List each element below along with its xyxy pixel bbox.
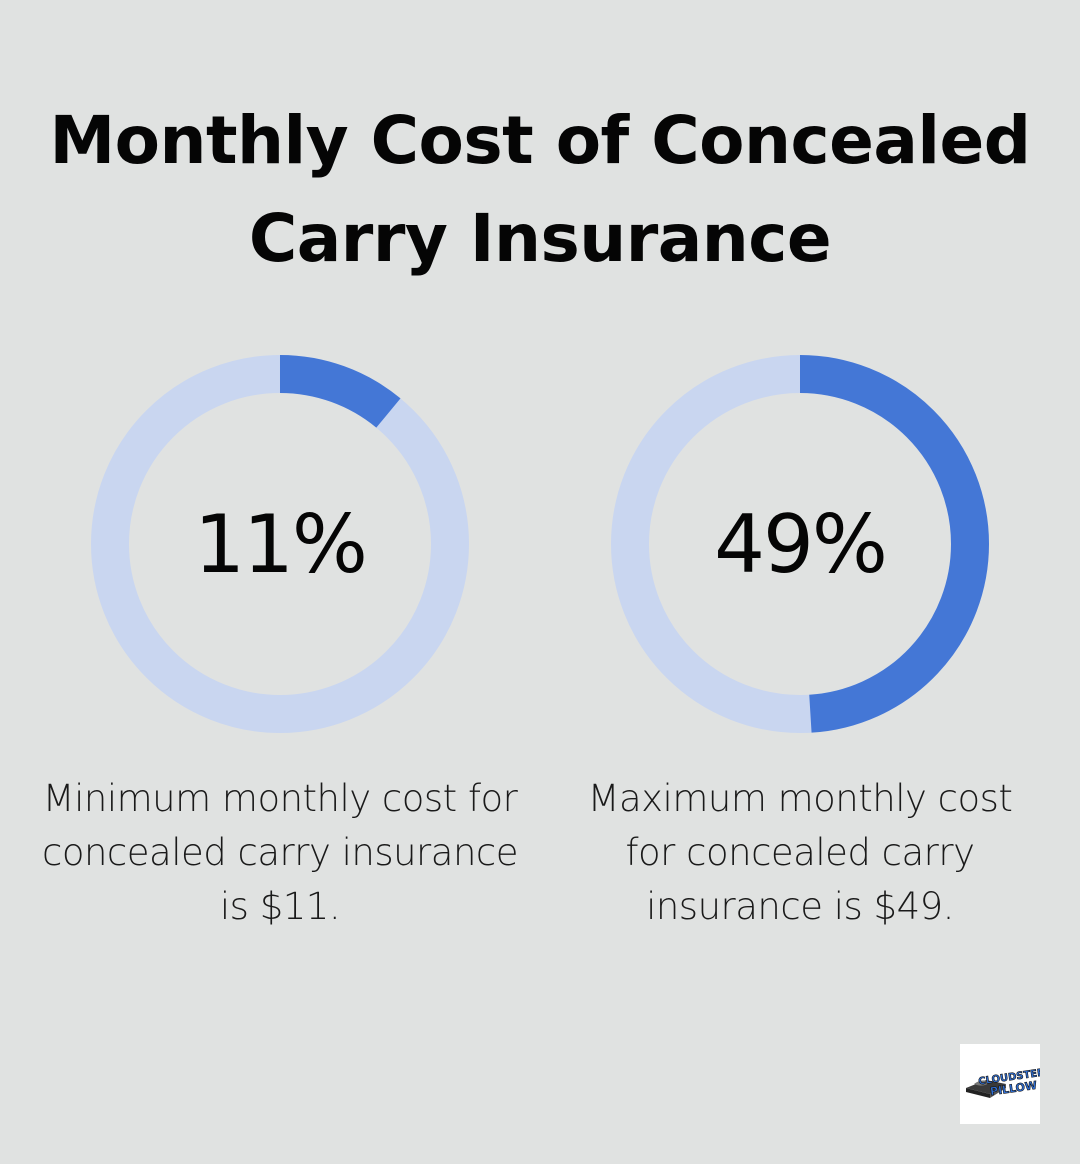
caption-line: is $11.	[219, 885, 341, 928]
donut-svg-maximum	[611, 355, 989, 733]
donut-value-label: 11%	[194, 497, 368, 591]
caption-minimum: Minimum monthly cost for concealed carry…	[30, 772, 530, 934]
donut-chart-minimum: 11%	[91, 355, 469, 733]
caption-line: Maximum monthly cost	[587, 777, 1013, 820]
donut-svg-minimum	[91, 355, 469, 733]
page-title: Monthly Cost of Concealed Carry Insuranc…	[0, 92, 1080, 288]
caption-maximum: Maximum monthly cost for concealed carry…	[550, 772, 1050, 934]
caption-line: for concealed carry	[625, 831, 975, 874]
donut-value-label: 49%	[714, 497, 888, 591]
caption-line: Minimum monthly cost for	[42, 777, 518, 820]
title-line-1: Monthly Cost of Concealed	[49, 102, 1031, 179]
brand-logo: CLOUDSTER PILLOW	[960, 1044, 1040, 1124]
donut-arc-maximum	[611, 355, 989, 733]
donut-chart-maximum: 49%	[611, 355, 989, 733]
caption-line: insurance is $49.	[646, 885, 954, 928]
pillow-logo-icon: CLOUDSTER PILLOW	[966, 1067, 1040, 1099]
caption-line: concealed carry insurance	[42, 831, 519, 874]
title-line-2: Carry Insurance	[248, 200, 832, 277]
donut-arc-minimum	[91, 355, 469, 733]
